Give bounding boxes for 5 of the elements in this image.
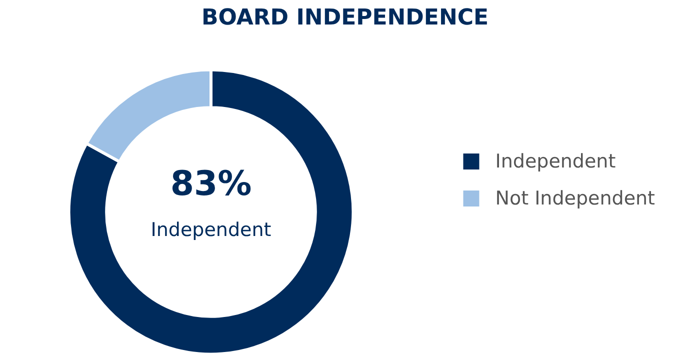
text: 83% — [170, 164, 252, 204]
legend-label: Not Independent — [495, 188, 656, 210]
chart-title: BOARD INDEPENDENCE — [201, 6, 489, 30]
text: Independent — [150, 219, 272, 241]
legend-label: Independent — [495, 150, 616, 172]
